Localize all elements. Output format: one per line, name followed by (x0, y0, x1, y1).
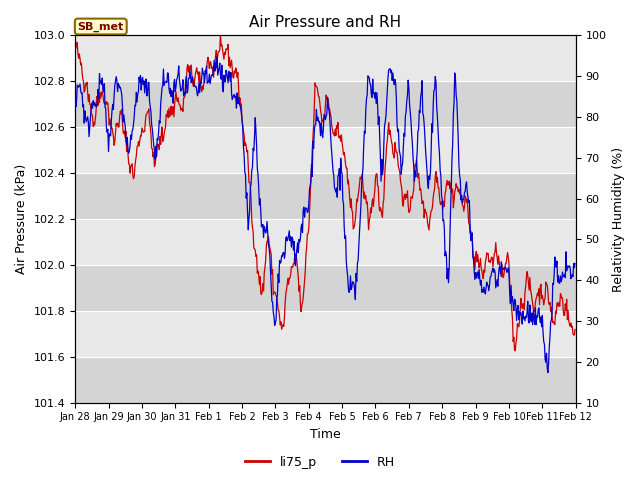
Bar (75, 36, 576, 81)
Bar (75, 265, 576, 311)
Y-axis label: Air Pressure (kPa): Air Pressure (kPa) (15, 164, 28, 274)
Text: SB_met: SB_met (77, 22, 124, 32)
Bar (75, 81, 576, 127)
Legend: li75_p, RH: li75_p, RH (240, 451, 400, 474)
Bar (75, 127, 576, 173)
Bar (75, 311, 576, 357)
X-axis label: Time: Time (310, 428, 341, 441)
Bar (75, 357, 576, 403)
Bar (75, 219, 576, 265)
Title: Air Pressure and RH: Air Pressure and RH (250, 15, 401, 30)
Y-axis label: Relativity Humidity (%): Relativity Humidity (%) (612, 146, 625, 291)
Bar (75, 173, 576, 219)
